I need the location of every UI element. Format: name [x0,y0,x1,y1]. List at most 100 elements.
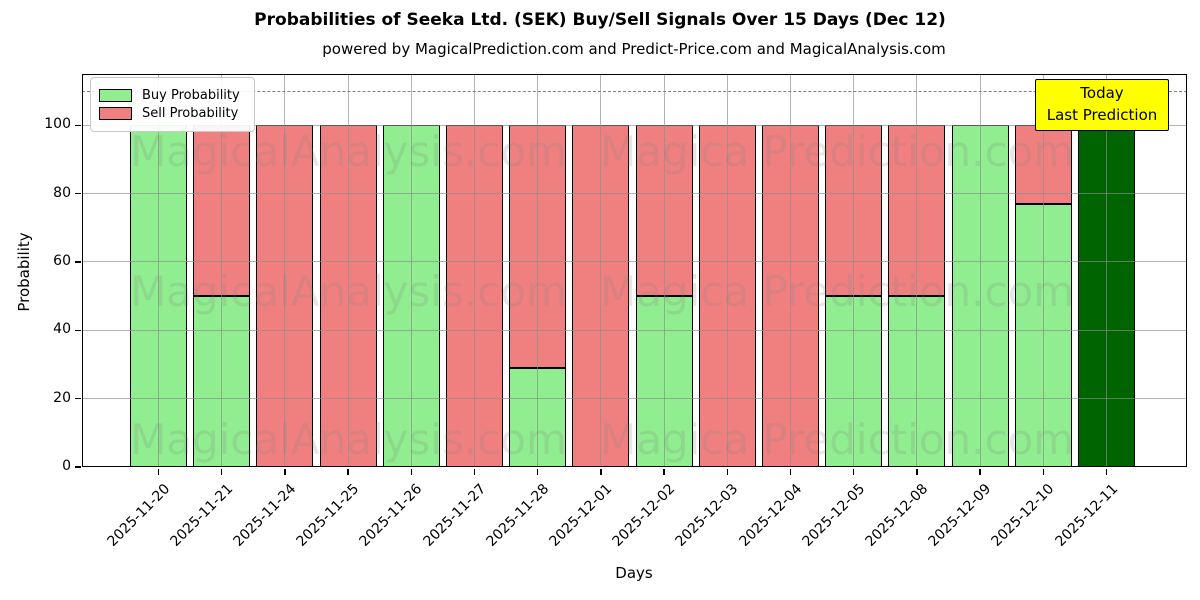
x-tick-mark [473,468,476,475]
legend-label-sell: Sell Probability [142,106,239,121]
v-gridline [158,74,159,467]
x-tick-label: 2025-12-04 [735,481,805,550]
bar-segment-buy [1014,203,1072,467]
sell-swatch-icon [99,107,132,120]
bar-segment-buy [635,296,693,467]
bar-segment-buy [130,125,187,467]
h-gridline [82,398,1187,400]
bar-segment-sell [572,125,630,467]
x-tick-mark [1042,468,1045,475]
y-tick-mark [75,261,81,263]
legend-label-buy: Buy Probability [142,88,240,103]
plot-area: MagicalAnalysis.com Magica Prediction.com… [82,74,1187,467]
bar-segment-buy [951,125,1009,467]
x-tick-label: 2025-11-26 [356,481,426,550]
x-tick-label: 2025-12-05 [799,481,869,550]
x-tick-mark [536,468,539,475]
legend-row-sell: Sell Probability [99,106,240,121]
x-tick-label: 2025-12-08 [862,481,932,550]
x-tick-label: 2025-11-20 [103,481,173,550]
bar-segment-sell [193,125,251,297]
bar-segment-buy [193,296,251,467]
x-tick-mark [157,468,160,475]
x-tick-label: 2025-11-28 [483,481,553,550]
v-gridline [726,74,728,467]
y-axis-label: Probability [15,232,33,312]
bar-segment-sell [319,125,377,467]
x-tick-mark [789,468,792,475]
threshold-dashed-line [82,91,1187,93]
v-gridline [1042,74,1044,467]
bar-segment-sell [888,125,946,297]
x-tick-label: 2025-11-24 [230,481,300,550]
x-tick-mark [726,468,729,475]
v-gridline [221,74,223,467]
bar-segment-sell [1014,125,1072,204]
axes-spines [82,74,1187,467]
x-tick-mark [852,468,855,475]
chart-title: Probabilities of Seeka Ltd. (SEK) Buy/Se… [254,10,946,30]
bar-segment-sell [509,125,567,368]
x-tick-mark [1105,468,1108,475]
grid-layer [82,74,1187,467]
today-annotation-line2: Last Prediction [1046,105,1158,124]
x-tick-mark [347,468,349,475]
x-tick-label: 2025-12-10 [988,481,1058,550]
x-tick-label: 2025-12-09 [925,481,995,550]
x-tick-label: 2025-11-25 [293,481,363,550]
watermark-text-left: MagicalAnalysis.com [130,127,567,176]
watermark-text-left: MagicalAnalysis.com [130,267,567,316]
watermark-text-right: Magica Prediction.com [600,127,1075,176]
y-tick-label: 20 [53,389,71,406]
bars-layer [82,74,1187,467]
v-gridline [1106,74,1107,467]
x-tick-label: 2025-12-01 [546,481,616,550]
bar-segment-buy [825,296,883,467]
bar-segment-buy [382,125,440,467]
v-gridline [790,74,791,467]
y-tick-label: 100 [44,116,71,133]
x-axis-label: Days [615,564,653,582]
y-tick-mark [75,397,81,400]
watermark-text-right: Magica Prediction.com [600,267,1075,316]
bar-segment-sell [635,125,693,297]
x-tick-label: 2025-11-21 [167,481,237,550]
v-gridline [600,74,602,467]
x-tick-mark [979,468,981,475]
h-gridline [82,261,1187,263]
watermark-text-left: MagicalAnalysis.com [130,415,567,464]
x-tick-label: 2025-11-27 [419,481,489,550]
v-gridline [853,74,855,467]
watermark-layer: MagicalAnalysis.com Magica Prediction.com… [82,74,1187,467]
bar-segment-sell [446,125,503,467]
y-tick-mark [75,466,81,468]
y-tick-label: 60 [53,252,71,269]
y-tick-label: 80 [53,184,71,201]
legend-row-buy: Buy Probability [99,88,240,103]
today-annotation-line1: Today [1080,84,1124,102]
y-tick-mark [75,192,81,195]
bar-today [1078,125,1135,467]
v-gridline [916,74,918,467]
buy-swatch-icon [99,89,132,102]
x-tick-label: 2025-12-02 [609,481,679,550]
bar-segment-sell [256,125,314,467]
x-tick-mark [220,468,223,475]
y-tick-label: 40 [53,321,71,338]
x-tick-mark [663,468,665,475]
x-tick-mark [284,468,286,475]
x-tick-mark [600,468,602,475]
watermark-text-right: Magica Prediction.com [600,415,1075,464]
today-annotation: Today Last Prediction [1035,79,1169,131]
v-gridline [410,74,412,467]
h-gridline [82,193,1187,195]
v-gridline [284,74,286,467]
x-tick-mark [410,468,413,475]
bar-segment-buy [509,367,567,467]
y-tick-mark [75,329,81,332]
v-gridline [663,74,665,467]
y-tick-label: 0 [62,458,71,474]
v-gridline [537,74,539,467]
v-gridline [474,74,475,467]
